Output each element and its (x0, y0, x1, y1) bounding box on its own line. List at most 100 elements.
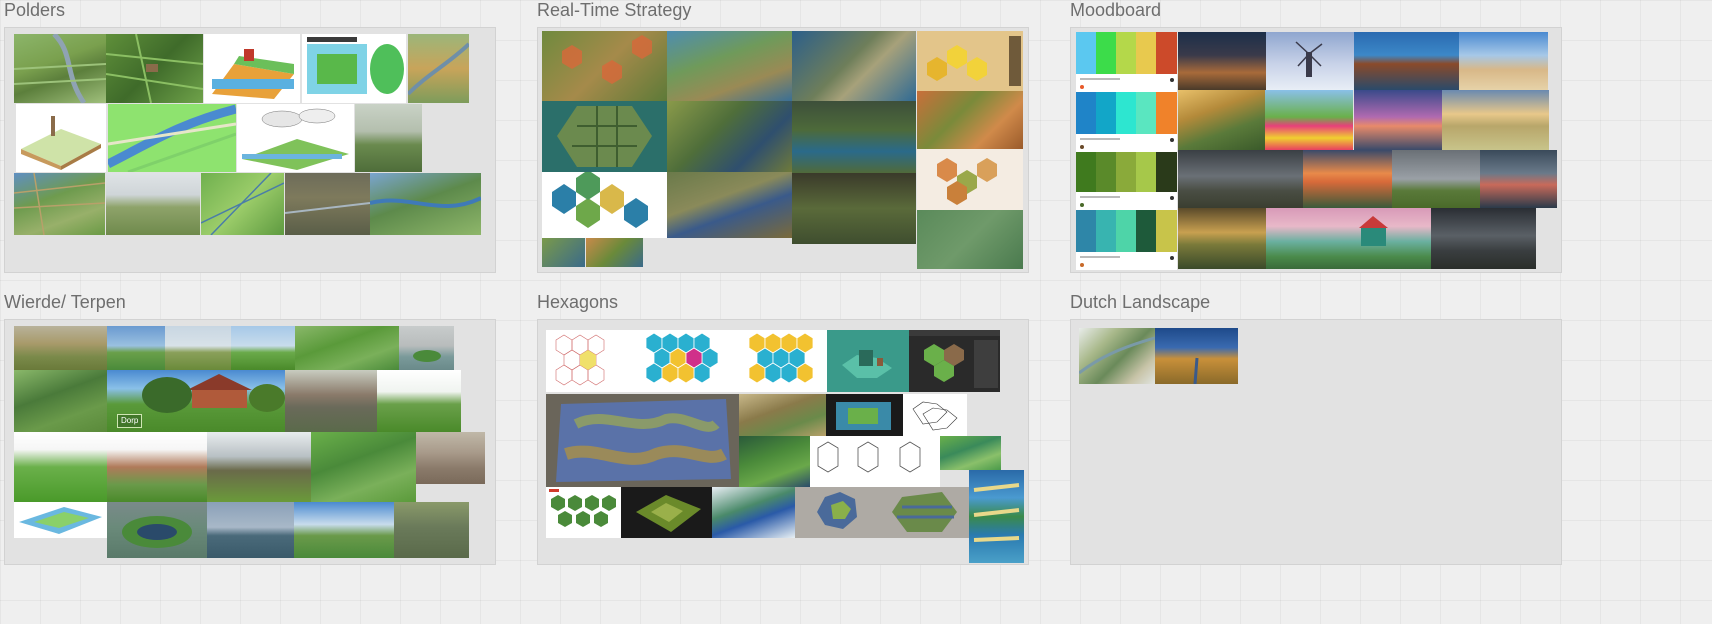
image-tile[interactable] (810, 436, 940, 487)
image-tile[interactable] (917, 149, 1023, 210)
image-tile[interactable] (408, 34, 469, 103)
image-tile[interactable] (1178, 90, 1265, 150)
image-tile[interactable] (1354, 90, 1442, 150)
image-tile[interactable] (1459, 32, 1548, 90)
image-tile[interactable] (909, 330, 1000, 392)
image-tile[interactable] (14, 326, 107, 370)
image-tile[interactable] (826, 394, 903, 436)
board-polders[interactable] (4, 27, 496, 273)
image-tile[interactable] (302, 34, 406, 103)
image-tile[interactable] (311, 432, 416, 502)
image-tile[interactable] (399, 326, 454, 370)
color-palette-card[interactable] (1076, 210, 1177, 270)
image-tile[interactable] (14, 34, 106, 103)
board-title-moodboard[interactable]: Moodboard (1070, 0, 1162, 20)
image-tile[interactable] (667, 101, 792, 172)
image-tile[interactable] (1155, 328, 1238, 384)
image-tile[interactable] (903, 394, 967, 436)
image-tile[interactable] (1431, 208, 1536, 269)
color-palette-card[interactable] (1076, 152, 1177, 210)
image-tile[interactable] (377, 370, 461, 432)
image-tile[interactable] (108, 104, 236, 172)
image-tile[interactable] (207, 432, 311, 502)
image-tile[interactable] (795, 487, 882, 538)
image-tile[interactable] (207, 502, 294, 558)
image-tile[interactable] (14, 432, 107, 502)
image-tile[interactable] (667, 172, 792, 238)
image-tile[interactable] (1178, 32, 1266, 90)
board-wierde[interactable]: Dorp (4, 319, 496, 565)
image-tile[interactable] (1178, 208, 1266, 269)
image-tile[interactable] (231, 326, 295, 370)
image-tile[interactable] (586, 238, 643, 267)
image-tile[interactable] (107, 432, 207, 502)
image-tile[interactable] (285, 370, 377, 432)
image-tile[interactable] (827, 330, 909, 392)
image-tile[interactable] (285, 173, 370, 235)
image-tile[interactable] (792, 101, 916, 173)
board-title-hexagons[interactable]: Hexagons (537, 292, 619, 312)
image-tile[interactable] (712, 487, 795, 538)
image-tile[interactable] (739, 330, 827, 392)
image-tile[interactable] (917, 31, 1023, 91)
color-palette-card[interactable] (1076, 32, 1177, 92)
image-tile[interactable] (107, 326, 165, 370)
image-tile[interactable] (667, 31, 792, 101)
image-tile[interactable] (542, 31, 667, 101)
image-tile[interactable] (1303, 150, 1392, 208)
image-tile[interactable] (16, 104, 106, 172)
image-tile[interactable] (739, 394, 826, 436)
board-title-rts[interactable]: Real-Time Strategy (537, 0, 692, 20)
board-dutch-landscape[interactable] (1070, 319, 1562, 565)
image-tile[interactable] (1266, 208, 1431, 269)
image-tile[interactable] (940, 436, 1001, 470)
board-rts[interactable] (537, 27, 1029, 273)
image-tile[interactable] (621, 487, 712, 538)
image-tile[interactable] (106, 173, 200, 235)
image-tile[interactable] (14, 502, 107, 538)
image-tile[interactable] (1079, 328, 1155, 384)
image-tile[interactable] (546, 330, 636, 392)
image-tile[interactable] (546, 487, 621, 538)
image-tile[interactable] (370, 173, 481, 235)
image-tile[interactable] (106, 34, 203, 103)
image-tile[interactable] (917, 91, 1023, 149)
image-tile[interactable] (792, 31, 916, 101)
image-tile[interactable] (1480, 150, 1557, 208)
image-tile[interactable] (1442, 90, 1549, 150)
image-tile[interactable] (14, 370, 107, 432)
image-tile[interactable] (1178, 150, 1303, 208)
image-tile[interactable] (969, 470, 1024, 563)
image-tile[interactable] (739, 436, 810, 487)
image-tile[interactable] (201, 173, 284, 235)
image-tile[interactable] (636, 330, 739, 392)
image-tile[interactable] (1265, 90, 1353, 150)
board-moodboard[interactable] (1070, 27, 1562, 273)
image-tile[interactable] (355, 104, 422, 172)
image-tile[interactable]: Dorp (107, 370, 285, 432)
image-tile[interactable] (14, 173, 105, 235)
image-tile[interactable] (295, 326, 399, 370)
board-title-dutch[interactable]: Dutch Landscape (1070, 292, 1211, 312)
image-tile[interactable] (882, 487, 969, 538)
image-tile[interactable] (237, 104, 354, 172)
board-title-wierde[interactable]: Wierde/ Terpen (4, 292, 126, 312)
image-tile[interactable] (204, 34, 300, 103)
image-tile[interactable] (1392, 150, 1480, 208)
image-tile[interactable] (416, 432, 485, 484)
image-tile[interactable] (294, 502, 394, 558)
image-tile[interactable] (917, 210, 1023, 269)
image-tile[interactable] (107, 502, 207, 558)
image-tile[interactable] (542, 172, 667, 238)
image-tile[interactable] (394, 502, 469, 558)
image-tile[interactable] (1266, 32, 1354, 90)
board-hexagons[interactable] (537, 319, 1029, 565)
image-tile[interactable] (165, 326, 231, 370)
board-title-polders[interactable]: Polders (4, 0, 66, 20)
image-tile[interactable] (542, 238, 585, 267)
image-tile[interactable] (1354, 32, 1459, 90)
image-tile[interactable] (546, 394, 739, 487)
image-tile[interactable] (542, 101, 667, 172)
image-tile[interactable] (792, 173, 916, 244)
color-palette-card[interactable] (1076, 92, 1177, 152)
